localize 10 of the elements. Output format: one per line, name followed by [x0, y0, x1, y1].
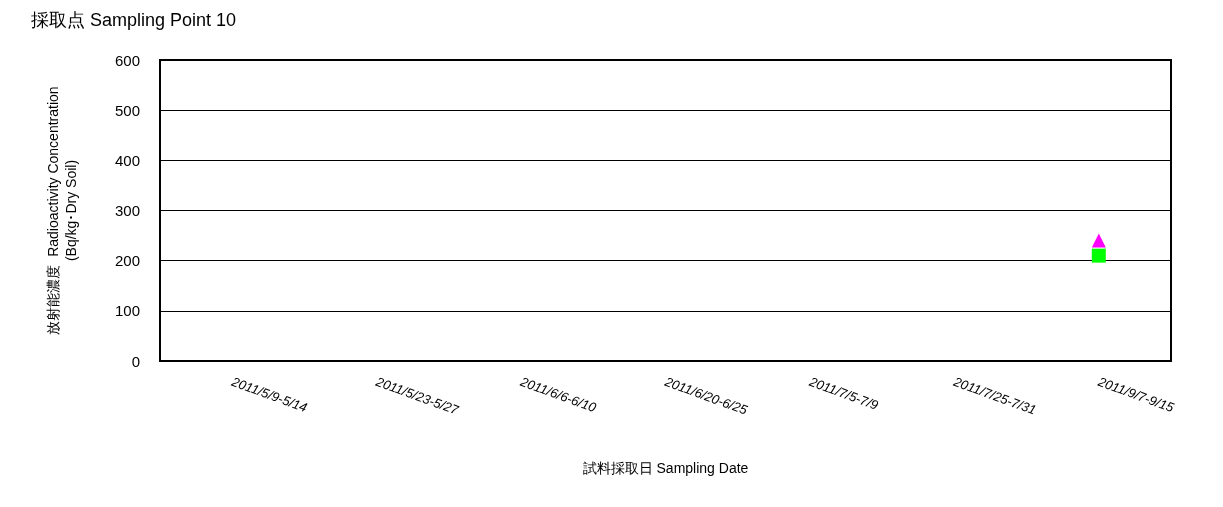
- y-tick-label: 300: [114, 202, 140, 219]
- y-tick-label: 400: [114, 151, 140, 169]
- y-tick-label: 500: [114, 101, 140, 119]
- y-tick-label: 200: [114, 252, 140, 270]
- y-tick-label: 100: [114, 302, 140, 320]
- y-tick-label: 0: [131, 352, 140, 370]
- y-tick-label: 600: [114, 51, 140, 69]
- y-axis-title: 放射能濃度 Radioactivity Concentration (Bq/kg･Dry Soil): [45, 86, 79, 335]
- chart-title: 採取点 Sampling Point 10: [31, 10, 237, 30]
- x-axis-title: 試料採取日 Sampling Date: [582, 460, 749, 476]
